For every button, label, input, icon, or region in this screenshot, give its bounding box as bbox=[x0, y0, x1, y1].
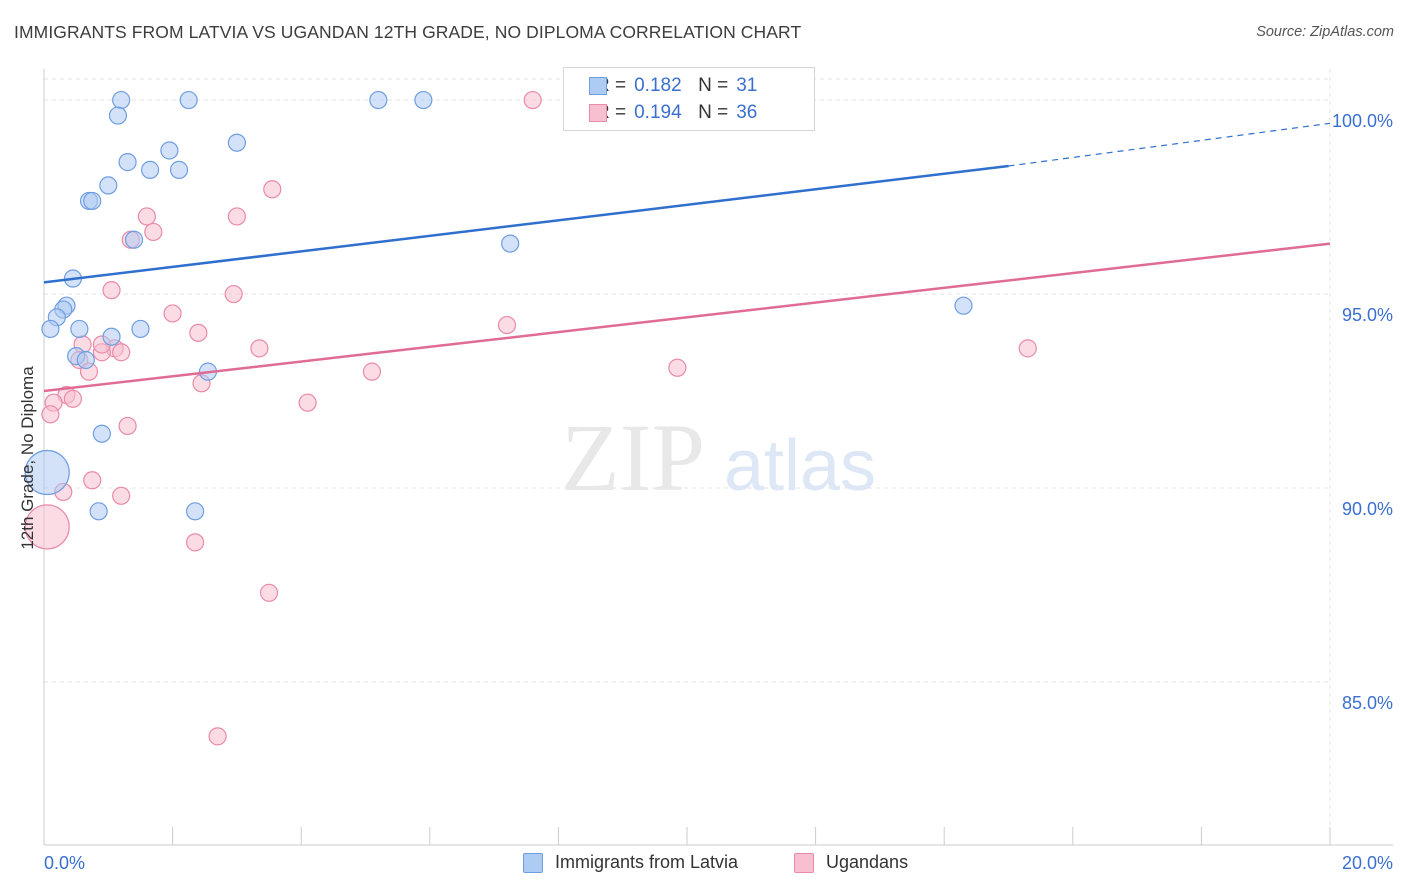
ugandans-point bbox=[668, 358, 687, 377]
ugandans-point bbox=[24, 504, 70, 550]
chart-title: IMMIGRANTS FROM LATVIA VS UGANDAN 12TH G… bbox=[14, 22, 802, 42]
y-tick-label: 100.0% bbox=[1332, 111, 1393, 131]
latvia-point bbox=[954, 296, 973, 315]
ugandans-point bbox=[298, 393, 317, 412]
ugandans-point bbox=[189, 323, 208, 342]
axes bbox=[43, 69, 1393, 846]
ugandans-legend-swatch bbox=[794, 852, 814, 873]
n-label: N = bbox=[698, 102, 729, 123]
latvia-point bbox=[186, 502, 205, 521]
latvia-point bbox=[501, 234, 520, 253]
latvia-point bbox=[118, 153, 137, 172]
ugandans-point bbox=[137, 207, 156, 226]
stats-legend: R = 0.182 N = 31 R = 0.194 N = 36 bbox=[563, 67, 815, 131]
latvia-point bbox=[179, 90, 198, 110]
ugandans-point bbox=[41, 405, 60, 424]
x-tick-label: 0.0% bbox=[44, 853, 85, 873]
latvia-trend-extension bbox=[1008, 122, 1331, 167]
ugandans-point bbox=[208, 727, 227, 746]
latvia-point bbox=[169, 160, 189, 179]
latvia-point bbox=[92, 424, 111, 443]
latvia-point bbox=[160, 141, 179, 160]
trend-lines bbox=[43, 122, 1331, 393]
ugandans-points bbox=[24, 90, 1037, 746]
latvia-point bbox=[369, 90, 388, 110]
latvia-point bbox=[108, 106, 128, 125]
latvia-swatch bbox=[589, 77, 607, 95]
latvia-point bbox=[83, 191, 102, 211]
ugandans-point bbox=[102, 281, 121, 300]
latvia-point bbox=[124, 230, 144, 249]
legend-label-ugandans: Ugandans bbox=[826, 852, 909, 872]
latvia-point bbox=[414, 90, 433, 110]
ugandans-trend-line bbox=[43, 242, 1331, 393]
ugandans-point bbox=[118, 416, 137, 436]
ugandans-point bbox=[83, 471, 102, 490]
watermark-atlas: atlas bbox=[724, 426, 876, 506]
latvia-point bbox=[99, 176, 118, 195]
latvia-point bbox=[89, 502, 108, 521]
y-axis-label: 12th Grade, No Diploma bbox=[18, 366, 37, 550]
source-label: Source: ZipAtlas.com bbox=[1256, 24, 1394, 40]
ugandans-point bbox=[362, 362, 382, 381]
ugandans-point bbox=[186, 533, 205, 552]
r-value: 0.194 bbox=[634, 102, 682, 123]
latvia-point bbox=[76, 350, 95, 370]
legend-item-latvia[interactable]: Immigrants from Latvia bbox=[523, 852, 738, 873]
n-label: N = bbox=[698, 75, 729, 96]
ugandans-swatch bbox=[589, 104, 607, 122]
ugandans-point bbox=[224, 284, 243, 304]
ugandans-point bbox=[112, 343, 131, 362]
ugandans-point bbox=[523, 90, 542, 110]
y-tick-labels: 85.0% 90.0% 95.0% 100.0% bbox=[1332, 111, 1393, 713]
latvia-point bbox=[24, 449, 70, 496]
x-tick-label: 20.0% bbox=[1342, 853, 1393, 873]
y-tick-label: 85.0% bbox=[1342, 693, 1393, 713]
latvia-point bbox=[227, 133, 246, 152]
legend-label-latvia: Immigrants from Latvia bbox=[555, 852, 739, 872]
y-tick-label: 95.0% bbox=[1342, 305, 1393, 325]
ugandans-point bbox=[144, 222, 163, 242]
latvia-point bbox=[41, 319, 60, 339]
n-value: 36 bbox=[736, 102, 758, 123]
latvia-point bbox=[112, 90, 131, 110]
series-legend: Immigrants from Latvia Ugandans bbox=[0, 852, 1406, 876]
ugandans-point bbox=[259, 583, 279, 602]
ugandans-point bbox=[250, 339, 269, 358]
latvia-point bbox=[102, 327, 121, 346]
latvia-legend-swatch bbox=[523, 852, 543, 873]
watermark-zip: ZIP bbox=[561, 404, 705, 511]
ugandans-point bbox=[112, 486, 131, 505]
ugandans-point bbox=[163, 304, 182, 323]
stats-row-ugandans: R = 0.194 N = 36 bbox=[589, 101, 758, 125]
latvia-point bbox=[140, 160, 160, 179]
legend-item-ugandans[interactable]: Ugandans bbox=[794, 852, 908, 873]
stats-row-latvia: R = 0.182 N = 31 bbox=[589, 74, 758, 98]
n-value: 31 bbox=[736, 75, 758, 96]
ugandans-point bbox=[227, 207, 246, 226]
x-tick-labels: 0.0% 20.0% bbox=[44, 853, 1393, 873]
latvia-point bbox=[70, 319, 89, 339]
ugandans-point bbox=[1018, 339, 1037, 358]
ugandans-point bbox=[63, 389, 83, 408]
ugandans-point bbox=[497, 315, 517, 335]
latvia-trend-line bbox=[43, 164, 1009, 284]
r-value: 0.182 bbox=[634, 75, 682, 96]
latvia-point bbox=[131, 319, 150, 339]
ugandans-point bbox=[263, 180, 282, 199]
y-tick-label: 90.0% bbox=[1342, 499, 1393, 519]
